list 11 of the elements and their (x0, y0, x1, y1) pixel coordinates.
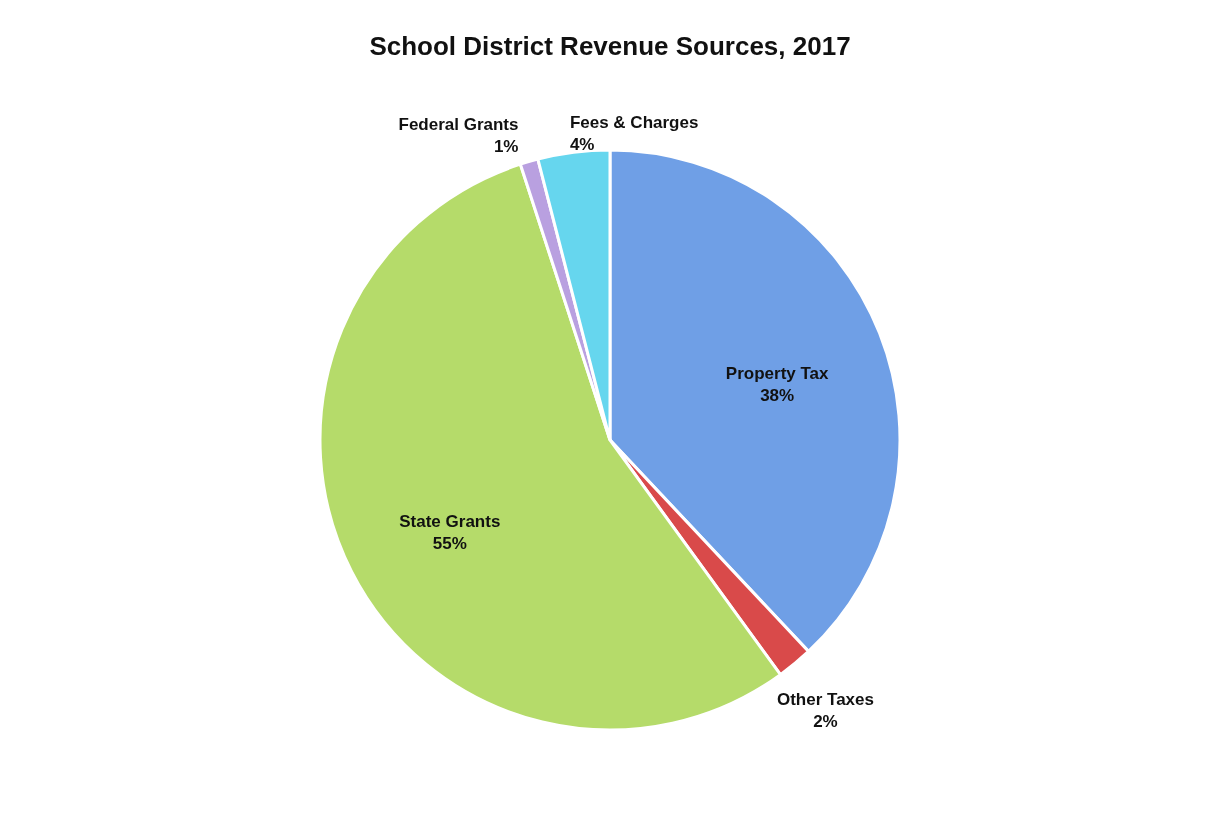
slice-label: Property Tax (725, 363, 830, 383)
data-label: 38% (760, 385, 795, 405)
chart-title: School District Revenue Sources, 2017 (369, 31, 851, 61)
slice-label: State Grants (399, 511, 501, 531)
data-label: 4% (569, 134, 595, 154)
data-label: 2% (813, 712, 838, 732)
slice-label: Federal Grants (398, 115, 519, 135)
data-label: 55% (432, 533, 467, 553)
slice-label: Fees & Charges (569, 112, 699, 132)
slice-label: Other Taxes (776, 690, 874, 710)
data-label: 1% (493, 137, 519, 157)
